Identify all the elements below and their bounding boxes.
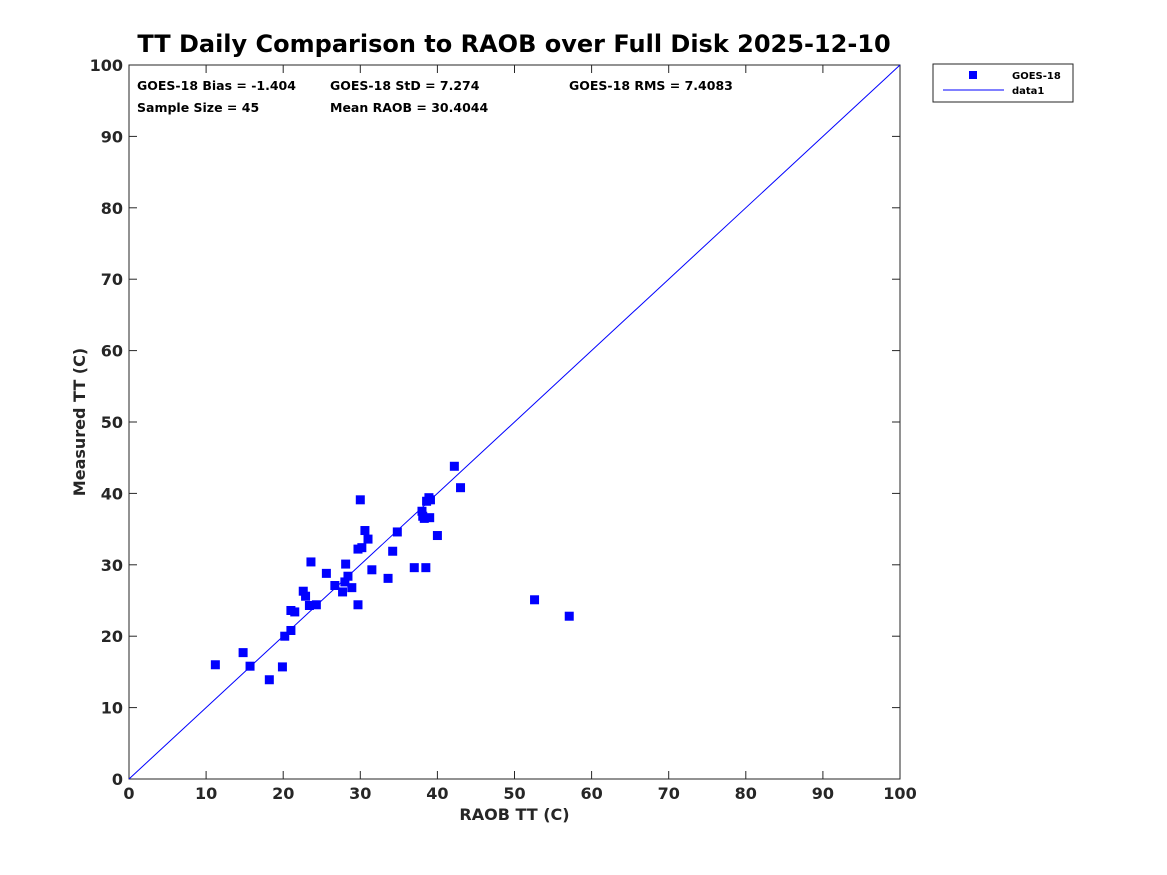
legend-label-goes-18: GOES-18: [1012, 71, 1061, 82]
data-point: [238, 648, 248, 658]
x-tick-label: 0: [123, 784, 134, 803]
data-point: [409, 563, 419, 573]
series-layer: [128, 64, 901, 780]
data-point: [564, 611, 574, 621]
x-tick-label: 70: [658, 784, 680, 803]
legend: GOES-18 data1: [932, 63, 1074, 103]
data-point: [421, 563, 431, 573]
data-point: [330, 581, 340, 591]
x-tick-label: 90: [812, 784, 834, 803]
data-point: [417, 506, 427, 516]
stat-sample-size: Sample Size = 45: [137, 100, 259, 115]
data-point: [280, 631, 290, 641]
x-tick-label: 50: [503, 784, 525, 803]
x-tick-label: 30: [349, 784, 371, 803]
data-point: [286, 625, 296, 635]
data-point: [338, 587, 348, 597]
data-point: [367, 565, 377, 575]
legend-label-data1: data1: [1012, 86, 1044, 97]
data-point: [425, 513, 435, 523]
data-point: [245, 661, 255, 671]
data-point: [343, 571, 353, 581]
stat-bias: GOES-18 Bias = -1.404: [137, 78, 296, 93]
data-point: [347, 583, 357, 593]
data-point: [360, 526, 370, 536]
y-axis-label: Measured TT (C): [70, 348, 89, 496]
data-point: [355, 495, 365, 505]
plot-area: 0 10 20 30 40 50 60 70 80 90 100 0 10 20 30 40 50 60 70 80 9…: [90, 56, 917, 803]
y-tick-label: 80: [101, 199, 123, 218]
x-tick-label: 20: [272, 784, 294, 803]
stats-annotations: GOES-18 Bias = -1.404 GOES-18 StD = 7.27…: [137, 78, 733, 115]
data-point: [530, 595, 540, 605]
y-tick-label: 60: [101, 342, 123, 361]
stat-rms: GOES-18 RMS = 7.4083: [569, 78, 733, 93]
data-point: [388, 546, 398, 556]
data-point: [304, 600, 314, 610]
data-point: [298, 586, 308, 596]
data-point: [357, 543, 367, 553]
x-tick-label: 40: [426, 784, 448, 803]
x-tick-label: 80: [735, 784, 757, 803]
data-point: [419, 513, 429, 523]
stat-std: GOES-18 StD = 7.274: [330, 78, 480, 93]
data-point: [353, 600, 363, 610]
series-line-data1: [128, 64, 901, 780]
y-tick-label: 50: [101, 413, 123, 432]
y-tick-label: 0: [112, 770, 123, 789]
x-tick-label: 60: [580, 784, 602, 803]
data-point: [290, 607, 300, 617]
x-tick-label: 100: [883, 784, 916, 803]
data-point: [301, 591, 311, 601]
x-axis-label: RAOB TT (C): [459, 805, 569, 824]
legend-box: [932, 63, 1074, 103]
data-point: [456, 483, 466, 493]
y-tick-label: 100: [90, 56, 123, 75]
y-tick-label: 10: [101, 699, 123, 718]
data-point: [363, 534, 373, 544]
data-point: [264, 675, 274, 685]
y-tick-label: 30: [101, 556, 123, 575]
data-point: [321, 568, 331, 578]
y-tick-label: 70: [101, 270, 123, 289]
data-point: [210, 660, 220, 670]
stat-mean-raob: Mean RAOB = 30.4044: [330, 100, 488, 115]
data-point: [392, 527, 402, 537]
y-tick-label: 40: [101, 484, 123, 503]
chart-title: TT Daily Comparison to RAOB over Full Di…: [137, 30, 890, 58]
y-tick-label: 20: [101, 627, 123, 646]
legend-marker-goes-18: [969, 71, 977, 79]
data-point: [341, 559, 351, 569]
data-point: [277, 662, 287, 672]
data-point: [383, 573, 393, 583]
data-point: [306, 557, 316, 567]
data-point: [311, 600, 321, 610]
data-point: [449, 461, 459, 471]
y-tick-label: 90: [101, 127, 123, 146]
data-point: [340, 577, 350, 587]
x-tick-label: 10: [195, 784, 217, 803]
axis-ticks: 0 10 20 30 40 50 60 70 80 90 100 0 10 20 30 40 50 60 70 80 9…: [90, 56, 917, 803]
data-point: [425, 495, 435, 505]
data-point: [432, 531, 442, 541]
